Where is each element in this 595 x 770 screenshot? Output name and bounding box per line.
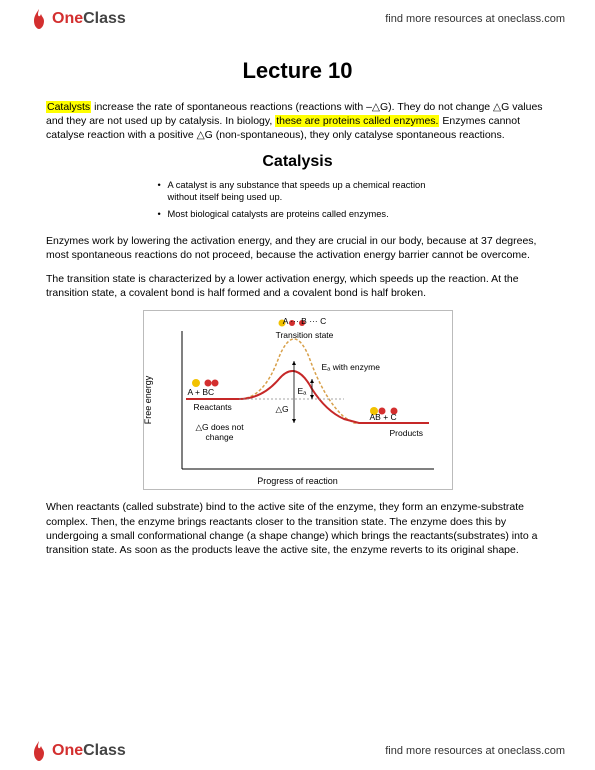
brand-logo-footer: OneClass bbox=[30, 740, 126, 762]
page-footer: OneClass find more resources at oneclass… bbox=[0, 732, 595, 770]
flame-icon bbox=[30, 8, 48, 30]
diagram-ylabel: Free energy bbox=[143, 376, 153, 425]
footer-resources-link[interactable]: find more resources at oneclass.com bbox=[385, 745, 565, 757]
highlight-enzymes: these are proteins called enzymes. bbox=[275, 115, 439, 127]
annot-products: Products bbox=[390, 429, 424, 438]
catalysis-bullets: A catalyst is any substance that speeds … bbox=[158, 179, 438, 220]
annot-reactants: Reactants bbox=[194, 403, 232, 412]
bullet-item: Most biological catalysts are proteins c… bbox=[158, 208, 438, 220]
annot-a-bc: A + BC bbox=[188, 388, 215, 397]
header-resources-link[interactable]: find more resources at oneclass.com bbox=[385, 13, 565, 25]
annot-dg-mid: △G bbox=[276, 405, 289, 414]
paragraph-intro: Catalysts increase the rate of spontaneo… bbox=[46, 100, 549, 143]
highlight-catalysts: Catalysts bbox=[46, 101, 91, 113]
page-header: OneClass find more resources at oneclass… bbox=[0, 0, 595, 38]
brand-text: OneClass bbox=[52, 10, 126, 28]
flame-icon bbox=[30, 740, 48, 762]
brand-text-footer: OneClass bbox=[52, 742, 126, 760]
paragraph-activation: Enzymes work by lowering the activation … bbox=[46, 234, 549, 262]
annot-ab-c: AB + C bbox=[370, 413, 397, 422]
document-content: Lecture 10 Catalysts increase the rate o… bbox=[46, 40, 549, 730]
brand-logo: OneClass bbox=[30, 8, 126, 30]
paragraph-transition: The transition state is characterized by… bbox=[46, 272, 549, 300]
annot-dg-left: △G does not change bbox=[190, 423, 250, 442]
section-title-catalysis: Catalysis bbox=[46, 153, 549, 171]
bullet-item: A catalyst is any substance that speeds … bbox=[158, 179, 438, 203]
annot-transition-formula: A ··· B ··· C bbox=[270, 317, 340, 326]
diagram-xlabel: Progress of reaction bbox=[144, 476, 452, 486]
annot-transition-state: Transition state bbox=[262, 331, 348, 340]
annot-ea: Eₐ bbox=[298, 387, 307, 396]
lecture-title: Lecture 10 bbox=[46, 58, 549, 84]
annot-ea-enzyme: Eₐ with enzyme bbox=[322, 363, 382, 372]
energy-diagram: Free energy Progress of reaction A ··· B… bbox=[143, 310, 453, 490]
paragraph-mechanism: When reactants (called substrate) bind t… bbox=[46, 500, 549, 557]
